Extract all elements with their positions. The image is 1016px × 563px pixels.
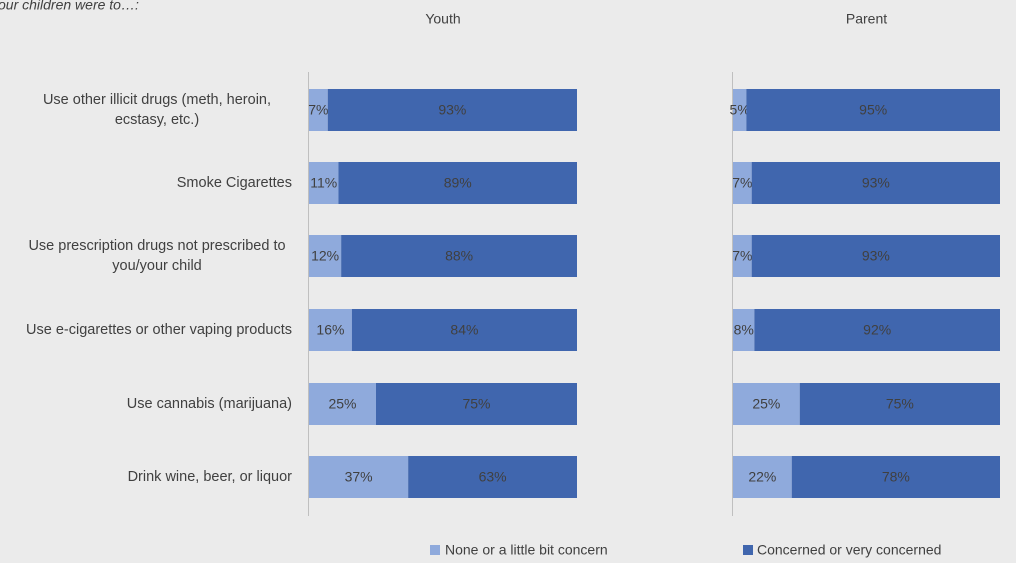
- data-label: 78%: [882, 469, 910, 485]
- bar-segment: [376, 383, 577, 425]
- category-text: Smoke Cigarettes: [176, 175, 292, 191]
- legend-swatch: [743, 545, 753, 555]
- bar-segment: [309, 162, 339, 204]
- data-label: 93%: [862, 175, 890, 191]
- legend-label: None or a little bit concern: [445, 542, 608, 558]
- category-text: Use e-cigarettes or other vaping product…: [26, 322, 292, 338]
- data-label: 25%: [328, 396, 356, 412]
- data-label: 93%: [862, 248, 890, 264]
- data-label: 92%: [863, 322, 891, 338]
- data-label: 84%: [450, 322, 478, 338]
- category-text: Use cannabis (marijuana): [126, 396, 292, 412]
- category-label: Use e-cigarettes or other vaping product…: [22, 308, 292, 352]
- bar-segment: [309, 456, 409, 498]
- category-text: Use prescription drugs not prescribed to…: [28, 238, 286, 274]
- bar-segment: [754, 309, 1000, 351]
- category-label: Use cannabis (marijuana): [22, 382, 292, 426]
- bar-segment: [733, 89, 747, 131]
- bar-segment: [791, 456, 1000, 498]
- data-label: 88%: [445, 248, 473, 264]
- bar-segment: [309, 309, 352, 351]
- data-label: 22%: [748, 469, 776, 485]
- bar-segment: [733, 456, 792, 498]
- data-label: 63%: [479, 469, 507, 485]
- data-label: 16%: [316, 322, 344, 338]
- data-label: 7%: [732, 175, 752, 191]
- bar-segment: [309, 235, 342, 277]
- bar-segment: [733, 235, 752, 277]
- bar-segment: [309, 383, 376, 425]
- legend-swatch: [430, 545, 440, 555]
- data-label: 25%: [752, 396, 780, 412]
- category-label: Use prescription drugs not prescribed to…: [22, 234, 292, 278]
- bar-segment: [733, 309, 755, 351]
- bar-segment: [309, 89, 328, 131]
- data-label: 89%: [444, 175, 472, 191]
- bar-segment: [751, 162, 1000, 204]
- legend-label: Concerned or very concerned: [757, 542, 941, 558]
- bar-segment: [341, 235, 577, 277]
- data-label: 95%: [859, 102, 887, 118]
- data-label: 8%: [734, 322, 754, 338]
- data-label: 11%: [310, 175, 337, 191]
- data-label: 75%: [886, 396, 914, 412]
- bar-segment: [799, 383, 1000, 425]
- category-label: Use other illicit drugs (meth, heroin, e…: [22, 88, 292, 132]
- data-label: 37%: [345, 469, 373, 485]
- data-label: 93%: [438, 102, 466, 118]
- bar-segment: [733, 383, 800, 425]
- bar-segment: [408, 456, 577, 498]
- data-label: 7%: [308, 102, 328, 118]
- bar-segment: [751, 235, 1000, 277]
- bar-segment: [351, 309, 577, 351]
- panel-title: Youth: [425, 11, 460, 27]
- category-label: Smoke Cigarettes: [22, 161, 292, 205]
- data-label: 75%: [462, 396, 490, 412]
- data-label: 12%: [311, 248, 339, 264]
- category-text: Drink wine, beer, or liquor: [127, 469, 292, 485]
- category-label: Drink wine, beer, or liquor: [22, 455, 292, 499]
- subtitle: our children were to…:: [0, 0, 139, 13]
- bar-segment: [338, 162, 577, 204]
- panel-title: Parent: [846, 11, 887, 27]
- data-label: 7%: [732, 248, 752, 264]
- data-label: 5%: [730, 102, 750, 118]
- bar-segment: [327, 89, 577, 131]
- category-text: Use other illicit drugs (meth, heroin, e…: [42, 92, 272, 128]
- bar-segment: [733, 162, 752, 204]
- bar-segment: [746, 89, 1000, 131]
